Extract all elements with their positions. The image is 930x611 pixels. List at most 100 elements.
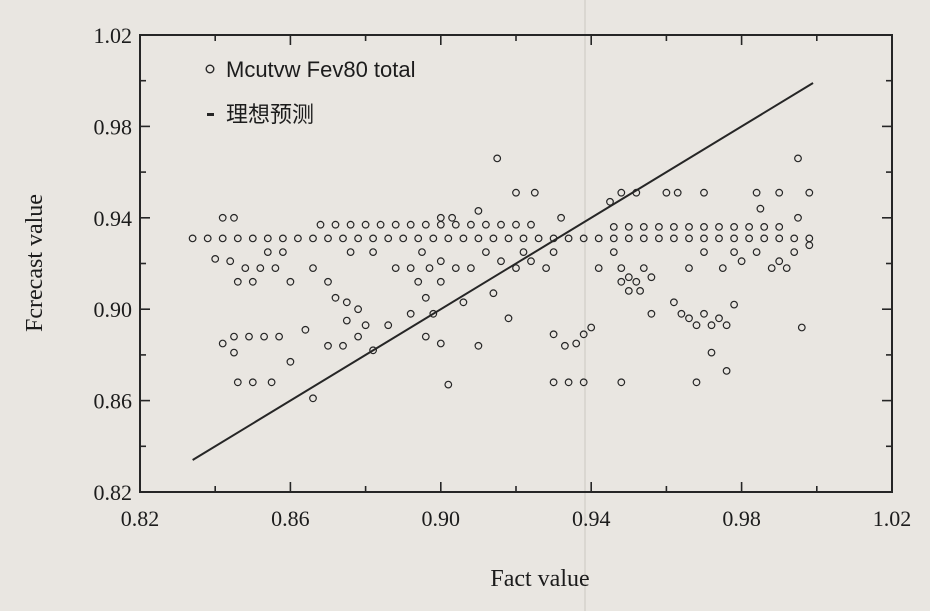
- data-point: [617, 188, 626, 197]
- data-point: [361, 220, 370, 229]
- data-point: [670, 222, 678, 231]
- data-point: [655, 234, 663, 243]
- data-point: [342, 316, 351, 325]
- data-point: [436, 339, 445, 348]
- data-point: [275, 332, 284, 341]
- data-point: [718, 264, 727, 273]
- data-point: [406, 220, 415, 229]
- data-point: [279, 234, 287, 243]
- data-point: [609, 234, 618, 243]
- data-point: [233, 277, 242, 286]
- axis-ticks: 0.82 0.86 0.90 0.94 0.98 1.02 0.82 0.86 0.90 0.94…: [94, 23, 912, 531]
- scatter-points: [188, 154, 814, 403]
- data-point: [436, 277, 445, 286]
- data-point: [406, 264, 415, 273]
- x-tick-label: 0.86: [271, 506, 310, 531]
- data-point: [624, 287, 633, 295]
- data-point: [233, 378, 242, 387]
- data-point: [549, 248, 558, 257]
- data-point: [579, 330, 588, 339]
- data-point: [342, 298, 351, 307]
- data-point: [752, 188, 761, 197]
- data-point: [354, 234, 363, 243]
- data-point: [248, 234, 257, 243]
- data-point: [448, 213, 457, 222]
- data-point: [459, 234, 468, 243]
- ideal-prediction-line: [192, 82, 814, 461]
- data-point: [530, 188, 539, 197]
- data-point: [639, 234, 648, 243]
- data-point: [474, 206, 483, 215]
- data-point: [369, 346, 378, 355]
- y-tick-label: 0.94: [94, 206, 133, 231]
- data-point: [459, 298, 468, 307]
- data-point: [639, 222, 648, 231]
- data-point: [775, 188, 784, 197]
- data-point: [451, 220, 460, 229]
- data-point: [542, 264, 550, 273]
- data-point: [767, 264, 776, 273]
- data-point: [760, 222, 769, 231]
- data-point: [655, 222, 663, 231]
- data-point: [218, 234, 227, 243]
- data-point: [436, 257, 445, 266]
- data-point: [309, 264, 317, 273]
- data-point: [324, 277, 332, 286]
- data-point: [271, 264, 280, 273]
- data-point: [745, 222, 753, 231]
- data-point: [624, 273, 633, 282]
- data-point: [564, 234, 573, 243]
- data-point: [519, 234, 528, 243]
- legend-dash-icon: [207, 113, 214, 116]
- data-point: [384, 234, 393, 243]
- data-point: [722, 367, 731, 375]
- data-point: [617, 264, 626, 273]
- data-point: [632, 188, 641, 197]
- data-point: [436, 213, 445, 222]
- data-point: [797, 323, 806, 332]
- data-point: [331, 293, 340, 302]
- data-point: [474, 341, 483, 350]
- data-point: [230, 332, 238, 341]
- data-point: [369, 248, 378, 257]
- data-point: [444, 380, 453, 389]
- data-point: [324, 234, 332, 243]
- data-point: [579, 378, 588, 387]
- data-point: [226, 257, 235, 266]
- data-point: [639, 264, 648, 273]
- data-point: [647, 273, 656, 282]
- data-point: [331, 220, 340, 229]
- data-point: [286, 277, 295, 286]
- data-point: [301, 325, 310, 334]
- data-point: [707, 321, 716, 330]
- data-point: [557, 213, 565, 222]
- data-point: [670, 298, 678, 307]
- data-point: [429, 309, 438, 318]
- data-point: [561, 341, 569, 350]
- data-point: [267, 378, 276, 387]
- data-point: [361, 321, 370, 330]
- data-point: [248, 378, 257, 387]
- data-point: [775, 257, 784, 266]
- data-point: [527, 220, 535, 229]
- data-point: [421, 332, 430, 341]
- data-point: [418, 248, 426, 257]
- data-point: [467, 264, 475, 273]
- data-point: [662, 188, 671, 197]
- data-point: [324, 341, 332, 350]
- data-point: [399, 234, 408, 243]
- data-point: [294, 234, 302, 243]
- data-point: [248, 277, 257, 286]
- data-point: [497, 220, 505, 229]
- data-point: [451, 264, 460, 273]
- data-point: [339, 341, 347, 350]
- data-point: [346, 248, 355, 257]
- x-tick-label: 0.82: [121, 506, 160, 531]
- data-point: [263, 234, 272, 243]
- data-point: [519, 248, 528, 257]
- data-point: [354, 332, 363, 341]
- data-point: [685, 314, 693, 323]
- data-point: [730, 222, 738, 231]
- data-point: [489, 234, 498, 243]
